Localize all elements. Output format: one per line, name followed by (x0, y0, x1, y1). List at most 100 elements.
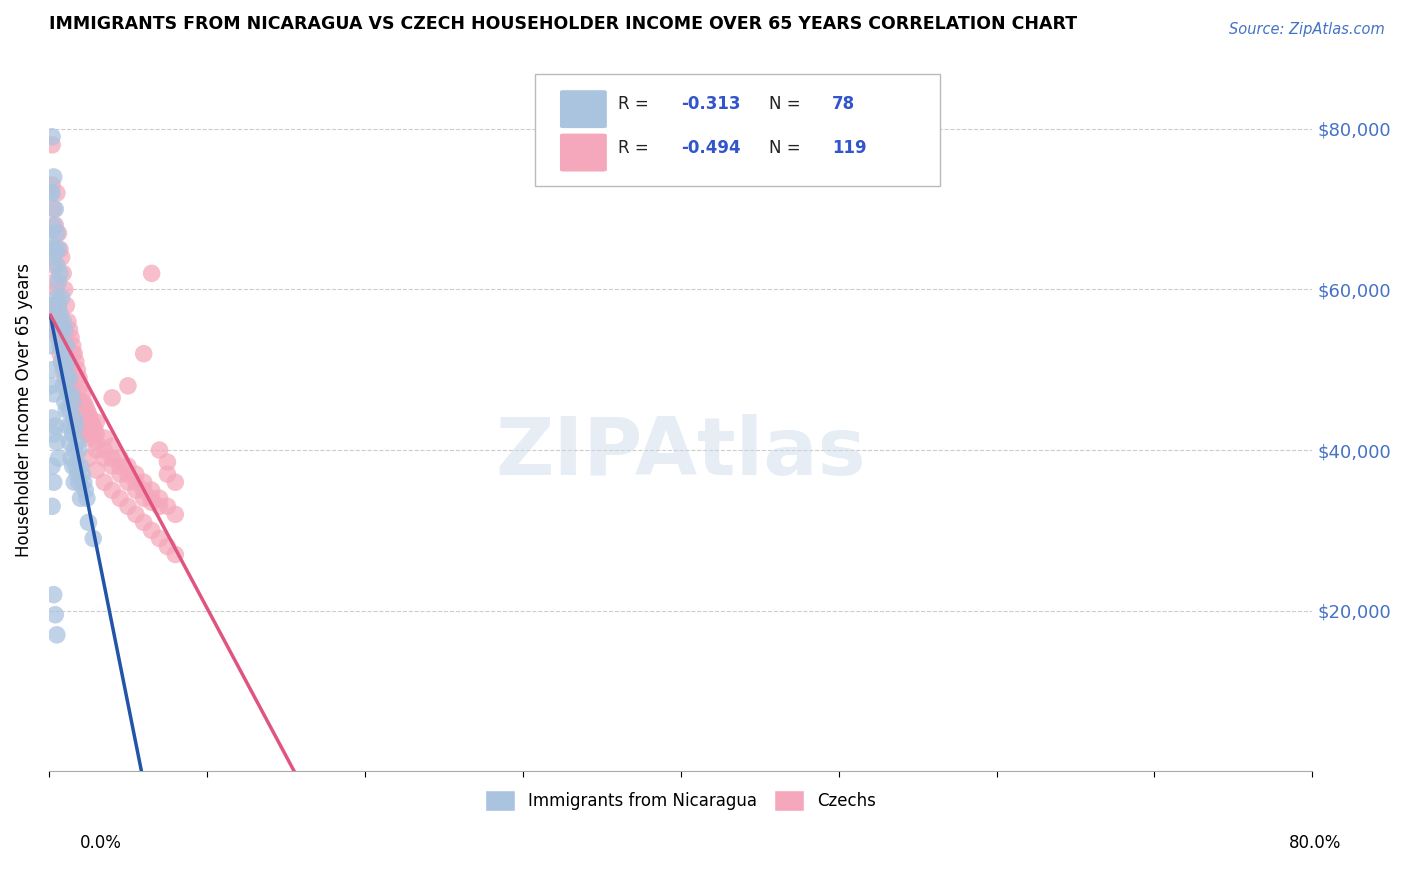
Point (132, 483, 155, 498)
Point (60, 330, 83, 344)
Point (52, 339, 75, 353)
Point (58, 371, 80, 385)
Point (60, 451, 83, 466)
Point (148, 443, 170, 458)
FancyBboxPatch shape (560, 133, 607, 172)
Point (70, 387, 93, 401)
Point (62, 387, 84, 401)
Point (45, 186, 67, 200)
Point (62, 395, 84, 409)
Point (41, 411, 63, 425)
Point (79, 411, 101, 425)
Point (60, 419, 83, 434)
Point (42, 475, 65, 490)
Point (83, 423, 105, 437)
Point (93, 475, 115, 490)
Point (62, 427, 84, 442)
Point (42, 427, 65, 442)
Point (44, 607, 66, 622)
Text: -0.313: -0.313 (681, 95, 740, 113)
Point (65, 459, 87, 474)
Point (49, 242, 72, 256)
Point (42, 202, 65, 216)
Text: -0.494: -0.494 (681, 139, 741, 157)
Text: Source: ZipAtlas.com: Source: ZipAtlas.com (1229, 22, 1385, 37)
Point (69, 419, 91, 434)
Point (51, 322, 73, 336)
Point (58, 371, 80, 385)
Text: 80.0%: 80.0% (1288, 834, 1341, 852)
Point (77, 516, 100, 530)
Point (39, 298, 62, 312)
Point (63, 443, 86, 458)
Point (67, 407, 90, 421)
Point (49, 306, 72, 320)
Point (80, 415, 103, 429)
Point (69, 459, 91, 474)
Point (60, 387, 83, 401)
Point (148, 491, 170, 506)
Point (156, 467, 179, 482)
Point (66, 467, 89, 482)
Point (55, 355, 77, 369)
Point (58, 322, 80, 336)
Point (45, 290, 67, 304)
Point (42, 387, 65, 401)
Point (41, 242, 63, 256)
Point (56, 387, 79, 401)
Point (45, 226, 67, 240)
Point (69, 379, 91, 393)
Point (132, 475, 155, 490)
Point (48, 274, 70, 288)
Point (108, 451, 131, 466)
Point (117, 475, 139, 490)
Point (65, 419, 87, 434)
Point (75, 399, 97, 413)
Point (73, 419, 96, 434)
Point (63, 347, 86, 361)
Point (62, 459, 84, 474)
Point (53, 395, 76, 409)
Point (76, 491, 98, 506)
Point (141, 491, 163, 506)
Text: 78: 78 (832, 95, 855, 113)
Point (63, 475, 86, 490)
Point (51, 322, 73, 336)
Point (77, 411, 100, 425)
Point (58, 403, 80, 417)
Point (39, 339, 62, 353)
Point (82, 532, 104, 546)
Point (45, 628, 67, 642)
Point (69, 491, 91, 506)
Point (41, 186, 63, 200)
Point (56, 314, 79, 328)
Point (55, 403, 77, 417)
Point (141, 495, 163, 509)
Point (48, 330, 70, 344)
Point (44, 242, 66, 256)
Point (42, 298, 65, 312)
Point (132, 516, 155, 530)
Point (48, 451, 70, 466)
Point (117, 459, 139, 474)
Point (39, 226, 62, 240)
Point (101, 391, 124, 405)
Point (70, 467, 93, 482)
Point (82, 419, 104, 434)
Text: R =: R = (617, 95, 654, 113)
Point (156, 500, 179, 514)
Point (75, 483, 97, 498)
Point (67, 475, 90, 490)
Point (49, 347, 72, 361)
Point (51, 290, 73, 304)
Point (73, 475, 96, 490)
Point (58, 435, 80, 450)
Point (65, 355, 87, 369)
Point (86, 435, 108, 450)
Point (93, 443, 115, 458)
Point (93, 431, 115, 445)
Point (44, 306, 66, 320)
Point (108, 459, 131, 474)
Point (148, 532, 170, 546)
Point (165, 508, 187, 522)
